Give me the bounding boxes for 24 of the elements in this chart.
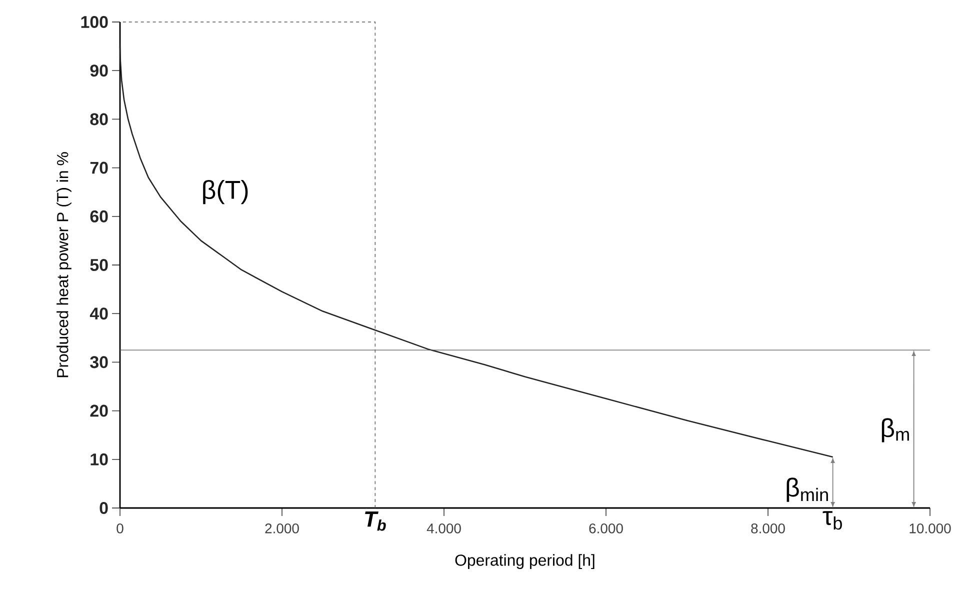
y-tick-label: 60 (90, 210, 108, 222)
x-tick-label: 10.000 (910, 523, 951, 534)
y-tick-label: 20 (90, 404, 108, 417)
annotation: β(T) (203, 180, 248, 204)
y-tick-label: 10 (90, 453, 108, 466)
y-tick-label: 50 (90, 259, 108, 271)
x-tick-label: 8.000 (751, 523, 785, 534)
y-tick-label: 80 (90, 113, 108, 126)
annotation: β$_{min}$ (786, 478, 828, 502)
y-axis-title: Produced heat power P (T) in % (56, 152, 72, 378)
x-tick-label: 0 (116, 523, 124, 534)
x-tick-label: 4.000 (426, 523, 461, 534)
x-axis-title: Operating period [h] (455, 554, 594, 569)
y-tick-label: 90 (90, 64, 108, 77)
y-tick-label: 30 (90, 356, 108, 368)
x-tick-label: 2.000 (265, 523, 299, 534)
ref-line-label: T$_{b}$ (365, 512, 386, 531)
y-tick-label: 70 (90, 162, 108, 174)
x-tick-label: 6.000 (589, 523, 623, 534)
annotation: β$_{m}$ (882, 418, 909, 442)
y-tick-label: 40 (90, 308, 108, 320)
text: τ$_{b}$ (822, 511, 842, 530)
y-tick-label: 0 (100, 502, 108, 514)
y-tick-label: 100 (81, 16, 108, 28)
